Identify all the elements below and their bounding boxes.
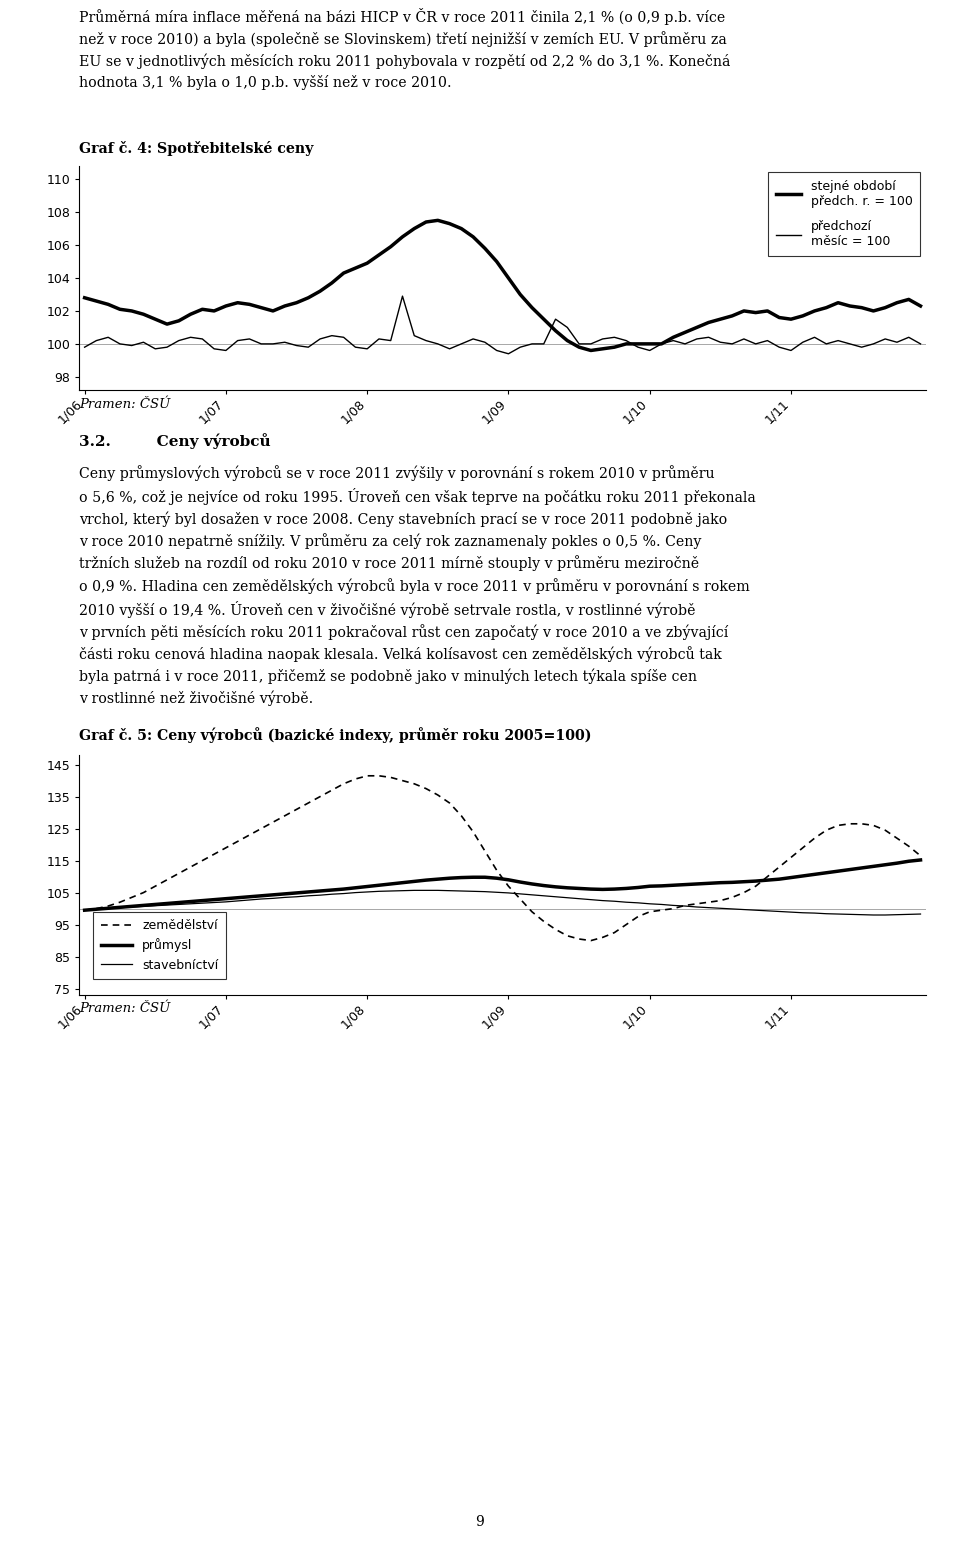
Text: Graf č. 4: Spotřebitelské ceny: Graf č. 4: Spotřebitelské ceny xyxy=(79,142,313,157)
Text: Pramen: ČSÚ: Pramen: ČSÚ xyxy=(79,398,170,410)
Text: Graf č. 5: Ceny výrobců (bazické indexy, průměr roku 2005=100): Graf č. 5: Ceny výrobců (bazické indexy,… xyxy=(79,727,591,743)
Text: 9: 9 xyxy=(475,1515,485,1530)
Text: Ceny průmyslových výrobců se v roce 2011 zvýšily v porovnání s rokem 2010 v prům: Ceny průmyslových výrobců se v roce 2011… xyxy=(79,465,756,706)
Legend: stejné období
předch. r. = 100, předchozí
měsíc = 100: stejné období předch. r. = 100, předchoz… xyxy=(768,173,920,256)
Text: Průměrná míra inflace měřená na bázi HICP v ČR v roce 2011 činila 2,1 % (o 0,9 p: Průměrná míra inflace měřená na bázi HIC… xyxy=(79,8,731,89)
Text: 3.2.   Ceny výrobců: 3.2. Ceny výrobců xyxy=(79,433,271,450)
Legend: zemědělství, průmysl, stavebníctví: zemědělství, průmysl, stavebníctví xyxy=(93,912,226,979)
Text: Pramen: ČSÚ: Pramen: ČSÚ xyxy=(79,1003,170,1016)
